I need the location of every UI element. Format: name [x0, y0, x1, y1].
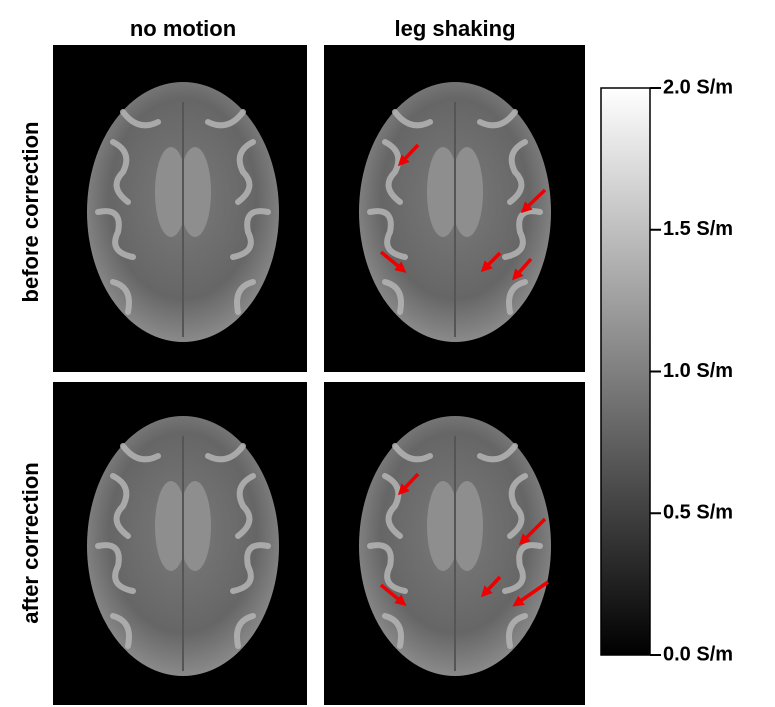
colorbar-tick-label: 0.0 S/m — [663, 643, 733, 665]
arrow — [512, 257, 533, 281]
colorbar-ticks: 0.0 S/m 0.5 S/m 1.0 S/m 1.5 S/m 2.0 S/m — [650, 76, 733, 665]
brain-image — [87, 82, 279, 342]
colorbar — [600, 87, 651, 656]
image-panels — [53, 45, 585, 705]
arrows — [379, 143, 549, 607]
colorbar-tick-label: 0.5 S/m — [663, 502, 733, 524]
colorbar-tick-label: 1.0 S/m — [663, 360, 733, 382]
brain-image — [359, 416, 551, 676]
row-header: before correction — [18, 122, 43, 303]
arrow — [397, 143, 420, 167]
arrow — [480, 251, 502, 273]
colorbar-tick-label: 1.5 S/m — [663, 218, 733, 240]
brain-image — [87, 416, 279, 676]
arrow — [379, 583, 407, 606]
row-header: after correction — [18, 462, 43, 623]
arrow — [379, 250, 407, 273]
arrow — [512, 580, 549, 607]
arrow — [480, 575, 502, 598]
arrow — [397, 472, 420, 496]
arrow — [518, 517, 547, 546]
colorbar-tick-label: 2.0 S/m — [663, 76, 733, 98]
arrow — [520, 188, 547, 214]
brain-image — [359, 82, 551, 342]
column-header: no motion — [130, 16, 236, 41]
column-header: leg shaking — [394, 16, 515, 41]
